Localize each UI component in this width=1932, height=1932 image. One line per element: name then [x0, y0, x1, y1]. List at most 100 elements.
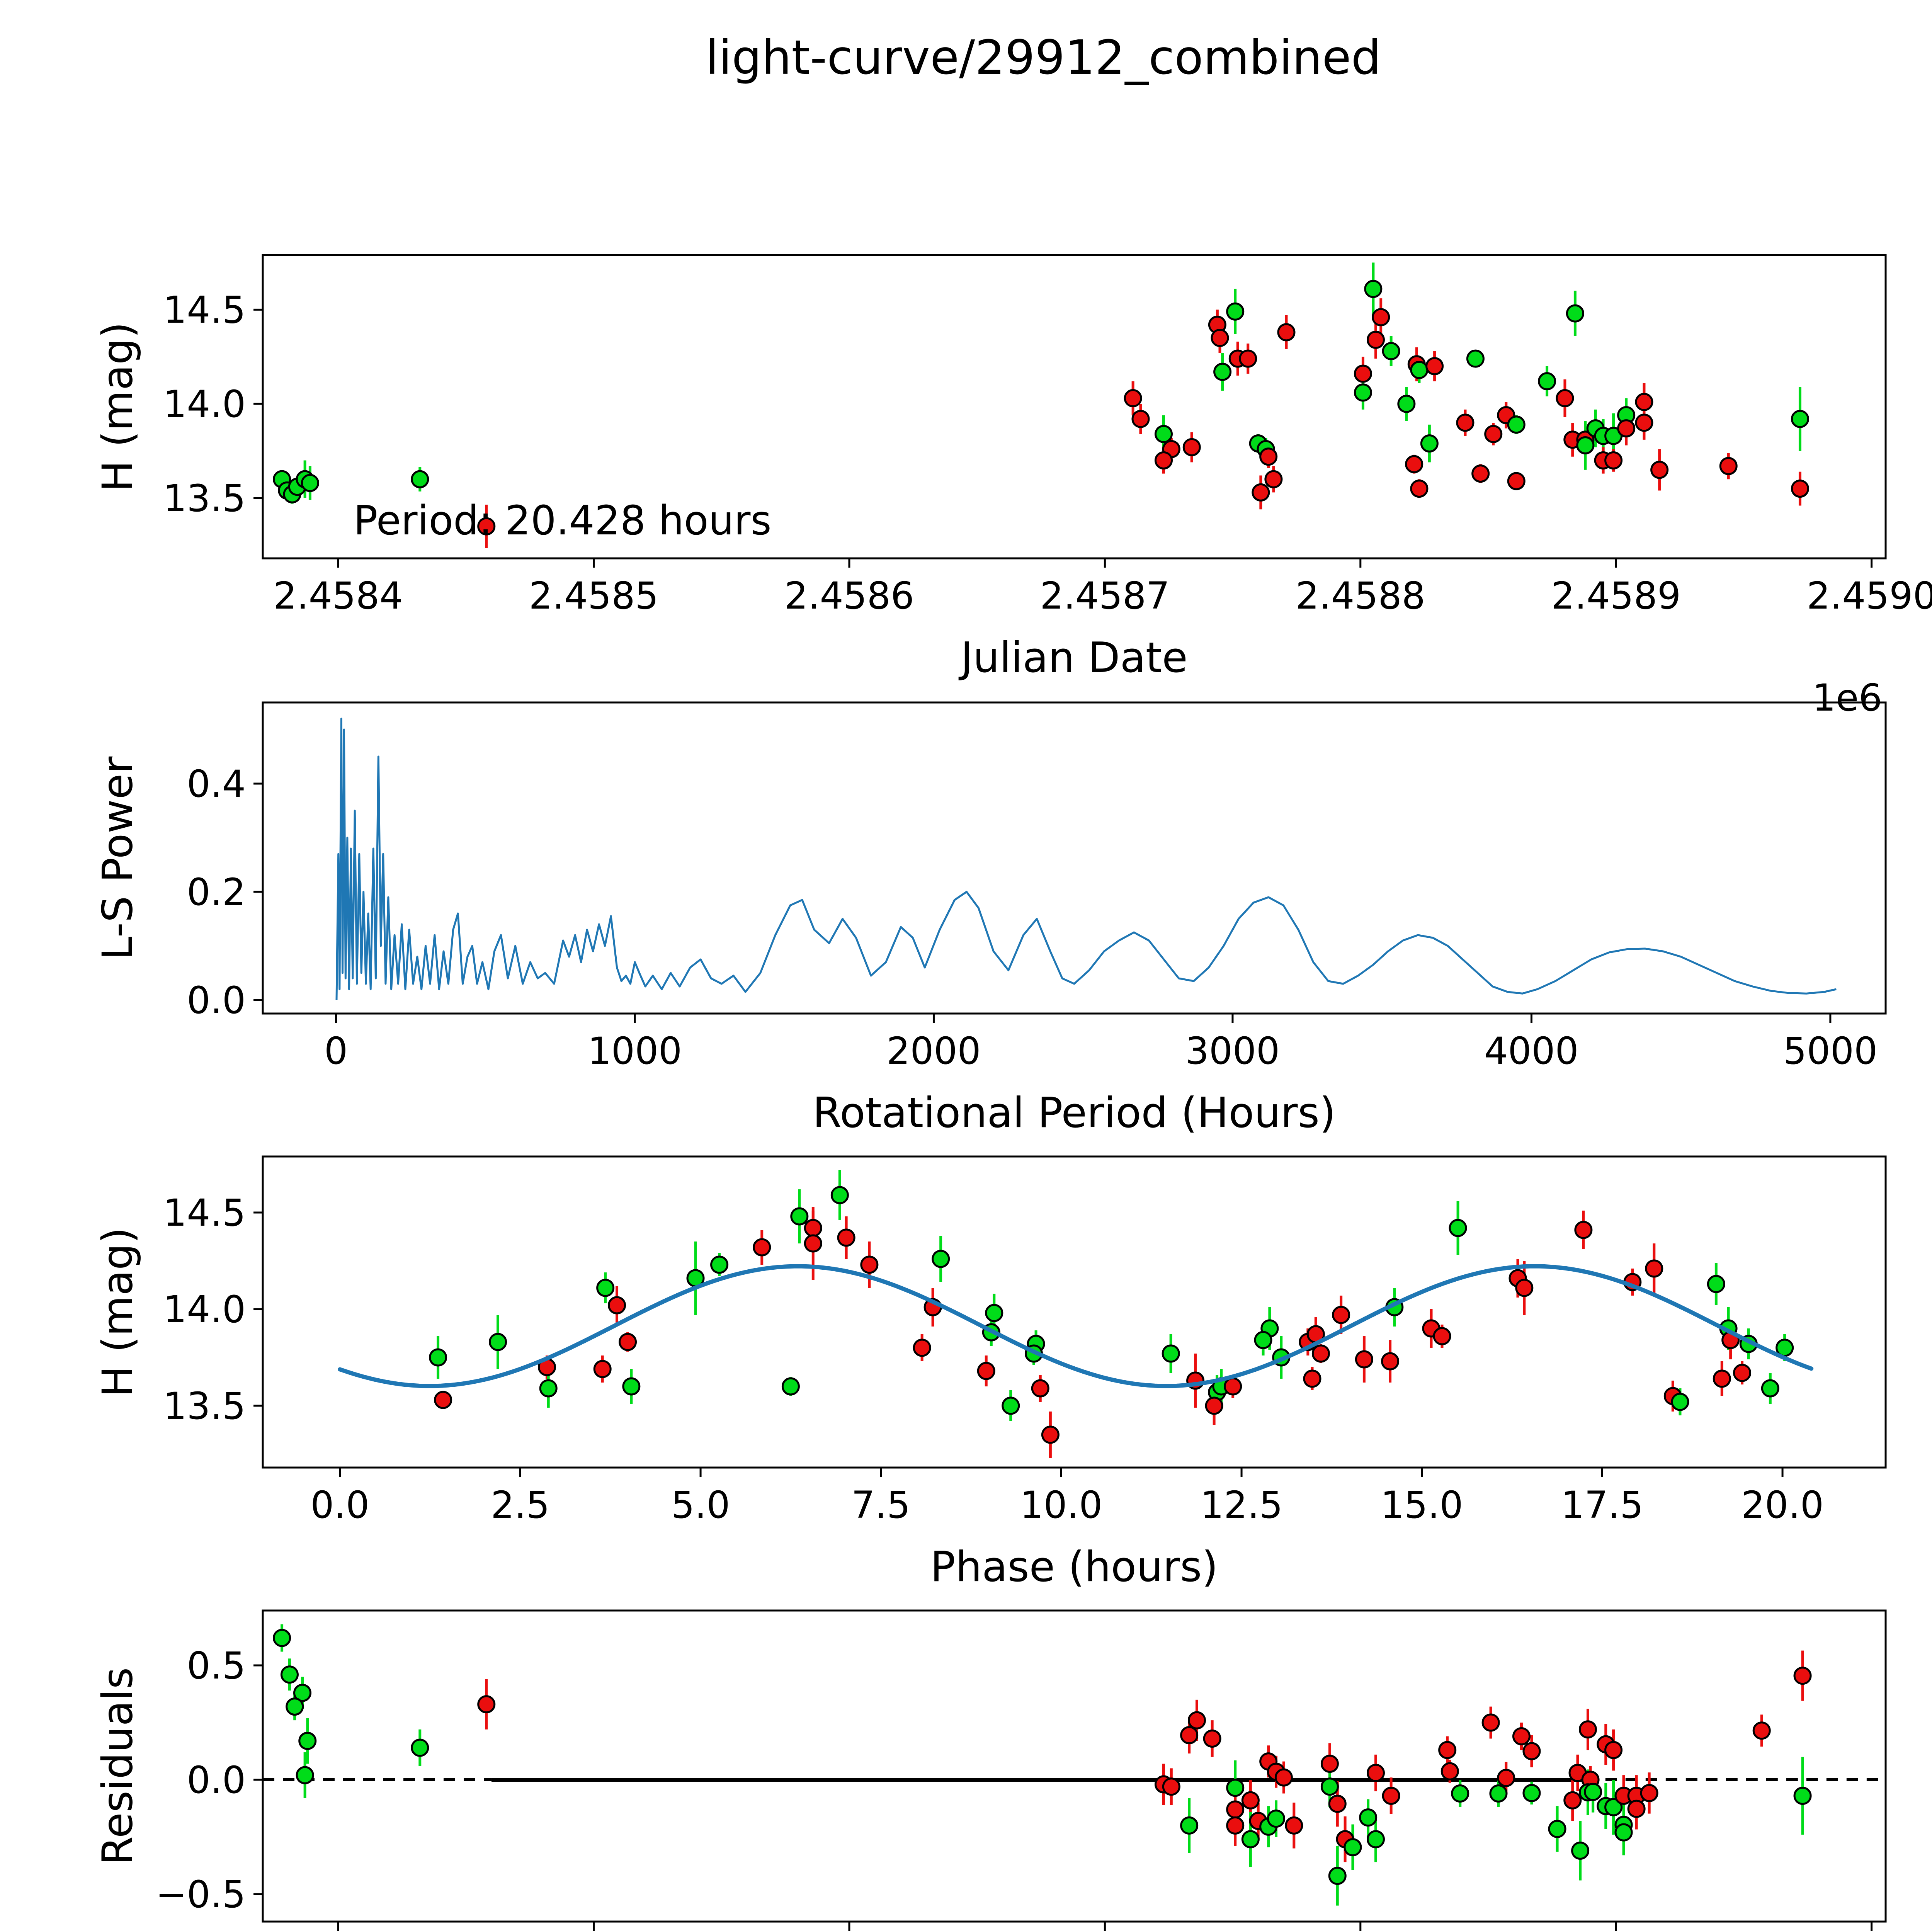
data-point-red	[1354, 364, 1372, 383]
x-tick-label: 17.5	[1561, 1483, 1644, 1527]
data-point-green	[1604, 1798, 1623, 1816]
data-point-red	[1187, 1711, 1206, 1730]
data-point-red	[1471, 464, 1490, 483]
data-point-green	[1397, 395, 1416, 413]
data-point-green	[1793, 1786, 1812, 1805]
data-point-green	[280, 1665, 299, 1684]
data-point-red	[1497, 1769, 1515, 1787]
data-point-green	[1571, 1842, 1590, 1860]
data-point-red	[1154, 451, 1173, 469]
y-tick-label: 13.5	[163, 477, 246, 520]
data-point-red	[1433, 1327, 1451, 1345]
time-series-axes-box	[262, 254, 1887, 560]
residuals-axes-box	[262, 1609, 1887, 1923]
data-point-red	[1635, 413, 1653, 432]
data-point-green	[1671, 1393, 1689, 1411]
time-series-panel: 2.4584 2.4585 2.4586 2.4587 2.4588 2.4589 2.45…	[163, 254, 1932, 617]
data-point-green	[293, 1684, 312, 1702]
data-point-red	[1264, 470, 1283, 488]
phased-light-curve-markers	[429, 1186, 1794, 1444]
data-point-red	[1259, 447, 1278, 466]
data-point-red	[1563, 1791, 1582, 1810]
data-point-red	[1041, 1425, 1060, 1444]
x-tick-label: 2.4588	[1296, 574, 1425, 617]
ylabel-residuals: Residuals	[94, 1667, 142, 1865]
data-point-red	[1604, 451, 1623, 469]
data-point-green	[1707, 1275, 1725, 1293]
data-point-green	[1538, 372, 1556, 391]
residuals-x-ticks: 2.45842.45852.45862.45872.45882.45892.45…	[337, 1922, 1873, 1931]
data-point-red	[1355, 1350, 1373, 1369]
time-series-y-ticks: 13.5 14.0 14.5	[163, 288, 263, 520]
x-tick-label: 5.0	[671, 1483, 730, 1527]
data-point-green	[1002, 1396, 1020, 1415]
data-point-red	[1635, 393, 1653, 411]
y-tick-label: 0.5	[187, 1644, 246, 1687]
xlabel-julian-date-top: Julian Date	[961, 634, 1188, 682]
y-tick-label: 0.4	[187, 762, 246, 806]
x-tick-label: 5000	[1783, 1029, 1878, 1073]
x-tick-label: 2.4589	[1551, 574, 1681, 617]
data-point-red	[1522, 1742, 1541, 1760]
data-point-green	[301, 474, 319, 492]
data-point-red	[1332, 1306, 1350, 1324]
phased-light-curve-panel: 0.0 2.5 5.0 7.5 10.0 12.5 15.0 17.5 20.0 13.5 14.0…	[163, 1155, 1887, 1527]
data-point-red	[1645, 1259, 1663, 1278]
data-point-red	[1381, 1352, 1400, 1371]
data-point-green	[411, 1738, 429, 1757]
data-point-red	[1713, 1369, 1731, 1388]
x-tick-label: 20.0	[1741, 1483, 1824, 1527]
data-point-red	[477, 517, 496, 536]
data-point-red	[1515, 1279, 1534, 1297]
y-tick-label: 13.5	[163, 1384, 246, 1428]
x-tick-label: 1000	[588, 1029, 682, 1073]
figure-title: light-curve/29912_combined	[705, 30, 1381, 85]
data-point-green	[1566, 304, 1584, 323]
data-point-red	[1224, 1377, 1242, 1396]
data-point-green	[1254, 1331, 1272, 1349]
y-tick-label: −0.5	[156, 1873, 246, 1916]
x-tick-label: 2.4585	[529, 574, 659, 617]
data-point-red	[1180, 1726, 1199, 1745]
data-point-red	[1205, 1396, 1223, 1415]
x-tick-label: 4000	[1484, 1029, 1578, 1073]
data-point-red	[977, 1362, 995, 1380]
residuals-panel: 2.45842.45852.45862.45872.45882.45892.45…	[156, 1609, 1887, 1931]
data-point-red	[1574, 1221, 1593, 1239]
data-point-green	[1614, 1823, 1633, 1842]
data-point-green	[1522, 1784, 1541, 1802]
data-point-red	[1382, 1786, 1400, 1805]
data-point-green	[1420, 434, 1439, 453]
data-point-green	[1328, 1867, 1347, 1885]
x-tick-label: 2.5	[491, 1483, 550, 1527]
data-point-red	[1320, 1755, 1339, 1773]
data-point-red	[1226, 1816, 1245, 1835]
data-point-red	[1410, 480, 1429, 498]
data-point-red	[1211, 329, 1229, 347]
phased-light-curve-x-ticks: 0.0 2.5 5.0 7.5 10.0 12.5 15.0 17.5 20.0	[310, 1468, 1824, 1527]
data-point-red	[1752, 1721, 1771, 1740]
time-series-markers	[273, 280, 1809, 536]
y-tick-label: 0.2	[187, 871, 246, 914]
ylabel-h-mag-phase: H (mag)	[94, 1227, 142, 1397]
data-point-green	[1584, 1782, 1602, 1801]
data-point-red	[434, 1391, 452, 1409]
periodogram-curve	[335, 718, 1837, 1000]
data-point-green	[1410, 361, 1429, 379]
data-point-red	[1372, 308, 1390, 327]
x-tick-label: 7.5	[851, 1483, 910, 1527]
data-point-green	[1241, 1830, 1260, 1849]
data-point-green	[1213, 362, 1232, 381]
y-tick-label: 0.0	[187, 979, 246, 1022]
data-point-red	[1241, 1791, 1260, 1810]
data-point-green	[1548, 1820, 1566, 1838]
data-point-green	[296, 1766, 314, 1784]
data-point-red	[1507, 472, 1526, 490]
data-point-red	[1604, 1741, 1623, 1759]
xlabel-rotational-period: Rotational Period (Hours)	[813, 1089, 1336, 1137]
data-point-red	[1031, 1379, 1049, 1398]
data-point-green	[1791, 410, 1809, 428]
data-point-green	[1366, 1830, 1385, 1849]
data-point-green	[489, 1333, 507, 1351]
